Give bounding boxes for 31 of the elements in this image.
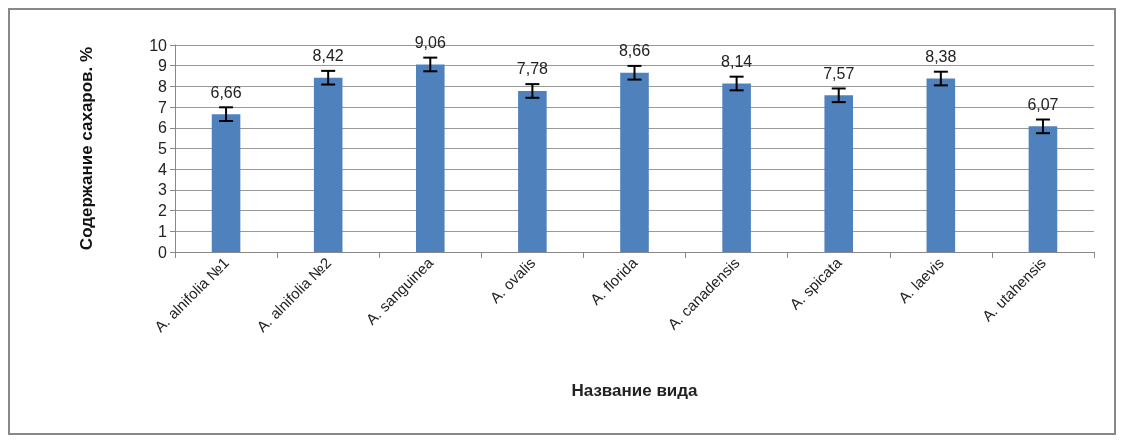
- data-label: 8,66: [618, 42, 651, 60]
- bar: [1028, 126, 1058, 252]
- x-axis-title: Название вида: [571, 381, 699, 400]
- bar: [926, 78, 956, 252]
- bar: [415, 64, 445, 252]
- bar: [518, 90, 547, 252]
- data-label: 8,38: [925, 48, 957, 66]
- y-tick-label: 3: [158, 181, 168, 199]
- y-tick-label: 4: [158, 160, 168, 178]
- y-tick-label: 0: [158, 243, 168, 261]
- y-tick-label: 1: [158, 222, 168, 240]
- bar: [313, 77, 343, 252]
- data-label: 7,78: [516, 60, 549, 78]
- data-label: 6,66: [210, 83, 242, 101]
- y-tick-label: 8: [158, 77, 168, 95]
- y-axis-title: Содержание сахаров. %: [77, 46, 96, 251]
- y-tick-label: 7: [158, 98, 168, 116]
- y-tick-label: 6: [158, 119, 168, 137]
- y-tick-label: 9: [158, 57, 168, 75]
- bar: [824, 95, 854, 252]
- bar: [722, 83, 751, 252]
- data-label: 7,57: [823, 64, 855, 82]
- y-tick-label: 2: [158, 202, 168, 220]
- data-label: 9,06: [414, 33, 446, 51]
- data-label: 8,42: [312, 47, 344, 65]
- y-tick-label: 10: [149, 36, 168, 54]
- bar: [620, 72, 649, 252]
- y-tick-label: 5: [158, 140, 168, 157]
- data-label: 6,07: [1027, 95, 1059, 113]
- data-label: 8,14: [721, 53, 753, 70]
- bar: [211, 114, 241, 252]
